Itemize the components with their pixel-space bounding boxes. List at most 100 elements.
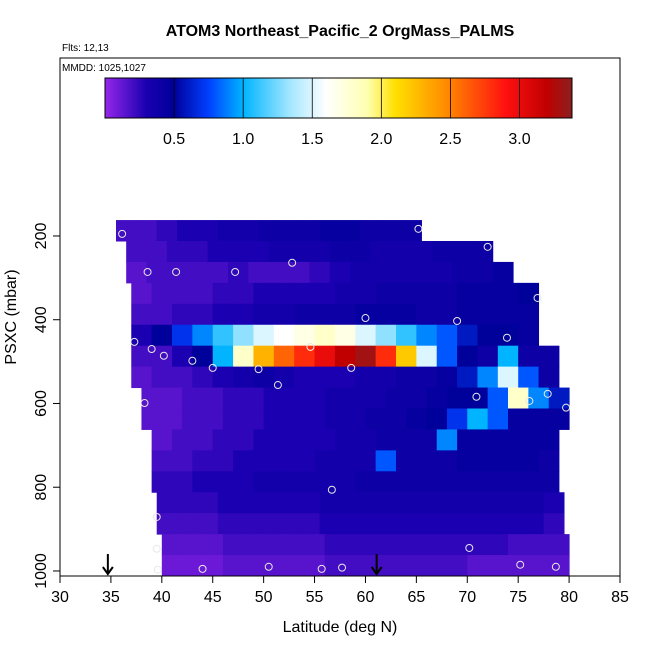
heatmap-cell — [314, 324, 336, 347]
heatmap-cell — [396, 324, 417, 347]
heatmap-cell — [253, 429, 275, 451]
heatmap-cell — [319, 492, 341, 514]
heatmap-cell — [212, 429, 234, 451]
heatmap-cell — [457, 282, 478, 305]
heatmap-cell — [436, 450, 458, 472]
heatmap-cell — [248, 240, 270, 263]
heatmap-cell — [192, 471, 214, 493]
heatmap-cell — [294, 345, 316, 368]
heatmap-cell — [309, 261, 331, 284]
sample-point — [198, 564, 207, 573]
heatmap-cell — [324, 555, 346, 577]
heatmap-cell — [197, 492, 219, 514]
heatmap-cell — [416, 450, 438, 472]
heatmap-cell — [141, 408, 163, 430]
heatmap-cell — [340, 513, 361, 535]
heatmap-cell — [334, 471, 356, 493]
heatmap-cell — [518, 324, 540, 347]
heatmap-cell — [334, 282, 356, 305]
heatmap-cell — [396, 303, 417, 326]
heatmap-cell — [263, 555, 285, 577]
heatmap-cell — [202, 387, 224, 409]
heatmap-cell — [436, 345, 458, 368]
heatmap-cell — [243, 534, 265, 556]
heatmap-cell — [233, 282, 254, 305]
heatmap-cell — [380, 220, 402, 242]
heatmap-cell — [126, 261, 148, 284]
heatmap-cell — [166, 261, 188, 284]
heatmap-cell — [538, 450, 560, 472]
sample-point — [465, 543, 474, 552]
heatmap-cell — [212, 366, 234, 389]
heatmap-cell — [238, 513, 260, 535]
heatmap-cell — [416, 282, 438, 305]
heatmap-cell — [355, 282, 377, 305]
heatmap-cell — [131, 324, 153, 347]
heatmap-cell — [253, 471, 275, 493]
colorbar-tick-label: 3.0 — [508, 131, 530, 148]
heatmap-cell — [497, 450, 519, 472]
heatmap-cell — [477, 324, 499, 347]
heatmap-cell — [416, 303, 438, 326]
heatmap-cell — [273, 324, 295, 347]
heatmap-cell — [151, 324, 173, 347]
heatmap-cell — [487, 555, 509, 577]
heatmap-cell — [523, 492, 545, 514]
heatmap-cell — [187, 261, 209, 284]
heatmap-cell — [192, 282, 214, 305]
heatmap-cell — [355, 324, 377, 347]
heatmap-cell — [253, 345, 275, 368]
heatmap-cell — [263, 534, 285, 556]
heatmap-cell — [477, 345, 499, 368]
heatmap-cell — [548, 408, 570, 430]
heatmap-cell — [416, 366, 438, 389]
heatmap-cell — [502, 492, 524, 514]
heatmap-cell — [294, 324, 316, 347]
heatmap-cell — [212, 450, 234, 472]
heatmap-cell — [212, 324, 234, 347]
heatmap-cell — [309, 240, 331, 263]
heatmap-cell — [172, 429, 193, 451]
heatmap-cell — [390, 240, 412, 263]
heatmap-cell — [299, 220, 321, 242]
heatmap-cell — [126, 240, 148, 263]
sample-point — [338, 563, 347, 572]
heatmap-cell — [457, 429, 478, 451]
heatmap-cell — [457, 324, 478, 347]
heatmap-cell — [151, 429, 173, 451]
heatmap-cell — [182, 408, 204, 430]
heatmap-cell — [273, 450, 295, 472]
heatmap-cell — [243, 555, 265, 577]
heatmap-cell — [365, 387, 387, 409]
heatmap-cell — [375, 471, 397, 493]
heatmap-cell — [238, 220, 260, 242]
heatmap-cell — [441, 513, 463, 535]
heatmap-cell — [273, 471, 295, 493]
heatmap-cell — [487, 408, 509, 430]
heatmap-cell — [477, 471, 499, 493]
sample-point — [264, 562, 273, 571]
heatmap-cell — [360, 492, 382, 514]
heatmap-cell — [457, 366, 478, 389]
heatmap-cell — [116, 220, 137, 242]
heatmap-cell — [467, 387, 489, 409]
heatmap-cell — [441, 492, 463, 514]
heatmap-cell — [452, 240, 473, 263]
heatmap-cell — [406, 555, 428, 577]
heatmap-cell — [222, 534, 244, 556]
heatmap-cell — [477, 366, 499, 389]
heatmap-cell — [289, 240, 310, 263]
heatmap-cell — [284, 387, 305, 409]
x-tick-label: 70 — [458, 589, 476, 606]
heatmap-cell — [401, 220, 422, 242]
heatmap-cell — [253, 366, 275, 389]
heatmap-cell — [146, 240, 168, 263]
heatmap-cell — [156, 492, 178, 514]
heatmap-cell — [543, 492, 565, 514]
heatmap-cell — [212, 282, 234, 305]
heatmap-cell — [497, 471, 519, 493]
heatmap-cell — [370, 240, 392, 263]
x-tick-label: 40 — [153, 589, 171, 606]
heatmap-cell — [487, 387, 509, 409]
heatmap-cell — [253, 324, 275, 347]
